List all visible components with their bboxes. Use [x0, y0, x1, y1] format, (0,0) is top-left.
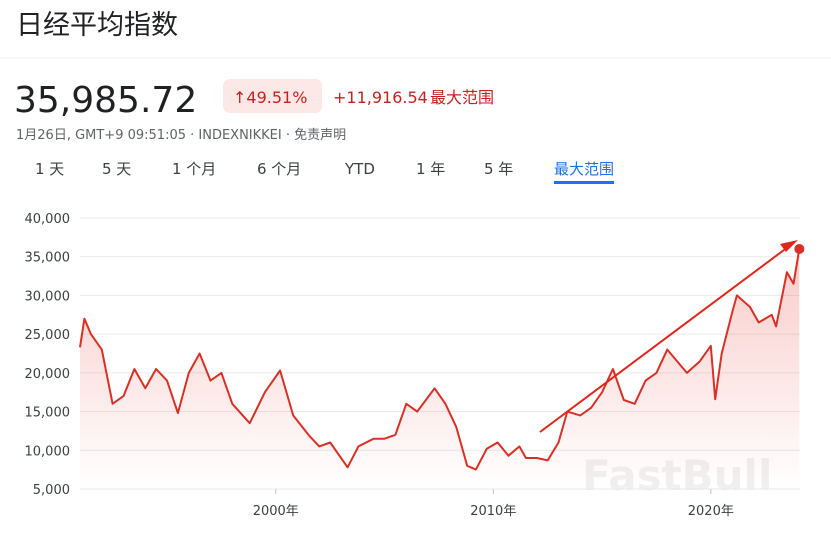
tabs: 1 天 5 天 1 个月 6 个月 YTD 1 年 5 年 最大范围 [35, 160, 615, 184]
y-tick-label: 20,000 [25, 367, 71, 382]
title: 日经平均指数 [16, 10, 178, 41]
x-tick-label: 2010年 [470, 504, 516, 519]
y-tick-label: 15,000 [25, 406, 71, 421]
tab[interactable]: 1 天 [35, 160, 64, 178]
tab[interactable]: 1 个月 [172, 160, 216, 178]
y-tick-label: 10,000 [25, 444, 71, 459]
change-badge [223, 79, 322, 113]
price: 35,985.72 [14, 80, 197, 121]
area [80, 249, 800, 489]
tab[interactable]: 最大范围 [554, 160, 614, 178]
change-percent: ↑49.51% [233, 88, 307, 107]
tab[interactable]: 5 年 [484, 160, 513, 178]
y-tick-label: 30,000 [25, 289, 71, 304]
y-tick-label: 5,000 [33, 483, 70, 498]
y-tick-label: 25,000 [25, 328, 71, 343]
arrow-head [780, 240, 798, 252]
tab[interactable]: YTD [344, 160, 375, 178]
y-tick-label: 40,000 [25, 212, 71, 227]
annotation-arrow [539, 243, 793, 433]
x-tick-label: 2020年 [688, 504, 734, 519]
tab[interactable]: 6 个月 [257, 160, 301, 178]
x-tick-label: 2000年 [253, 504, 299, 519]
range: 最大范围 [430, 88, 494, 107]
line [79, 248, 801, 471]
last-point [794, 243, 805, 254]
tab[interactable]: 5 天 [102, 160, 131, 178]
tab[interactable]: 1 年 [416, 160, 445, 178]
change: +11,916.54 [333, 88, 428, 107]
tab-underline [554, 181, 615, 184]
y-tick-label: 35,000 [25, 251, 71, 266]
plot: FastBull5,00010,00015,00020,00025,00030,… [25, 212, 805, 519]
timestamp: 1月26日, GMT+9 09:51:05 · INDEXNIKKEI · 免责… [16, 128, 346, 143]
